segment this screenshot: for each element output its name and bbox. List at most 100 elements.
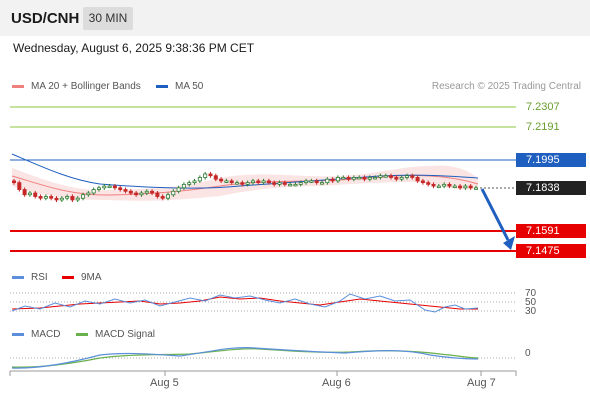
candle-body [394, 177, 399, 180]
candle-body [144, 190, 149, 194]
candle-body [235, 182, 240, 185]
candle-body [261, 180, 266, 184]
candle-body [203, 173, 208, 178]
candle-body [304, 180, 309, 184]
support-label-1: 7.1591 [516, 224, 586, 238]
last-price-label: 7.1838 [516, 181, 586, 195]
interval-button[interactable]: 30 MIN [83, 7, 133, 30]
legend-macd: MACD [12, 329, 60, 340]
candle-body [240, 182, 245, 185]
candle-body [181, 183, 186, 189]
candle-body [266, 180, 271, 184]
candle-body [458, 185, 463, 189]
candle-body [272, 182, 277, 185]
x-axis-label-aug5: Aug 5 [150, 377, 179, 389]
candle-body [452, 185, 457, 188]
rsi-tick-70: 70 [525, 288, 537, 299]
x-axis-label-aug7: Aug 7 [467, 377, 496, 389]
candle-body [224, 180, 229, 183]
rsi-line [11, 293, 479, 313]
candle-body [75, 197, 80, 201]
rsi-ma-swatch [62, 276, 74, 279]
macd-signal-swatch [76, 333, 88, 336]
candle-body [298, 182, 303, 185]
candle-body [96, 187, 101, 190]
candle-body [431, 183, 436, 187]
macd-signal-line [11, 348, 479, 368]
candle-body [155, 192, 160, 197]
candle-body [38, 196, 43, 199]
candle-body [128, 190, 133, 194]
forecast-arrow-shaft [480, 188, 510, 241]
candle-body [436, 185, 441, 188]
macd-swatch [12, 333, 24, 336]
candle-body [330, 178, 335, 182]
candle-body [410, 175, 415, 178]
macd-line [11, 347, 479, 369]
candle-body [197, 177, 202, 182]
candle-body [426, 182, 431, 185]
rsi-ma-line [11, 296, 478, 310]
candle-body [229, 180, 234, 184]
rsi-swatch [12, 276, 24, 279]
candle-body [314, 180, 319, 184]
candle-body [319, 182, 324, 185]
candle-body [213, 175, 218, 180]
candle-body [102, 185, 107, 189]
candle-body [404, 175, 409, 178]
legend-ma50-label: MA 50 [175, 81, 204, 92]
candle-body [70, 196, 75, 201]
candle-body [383, 175, 388, 178]
candle-body [325, 178, 330, 184]
candle-body [65, 196, 70, 199]
candle-body [219, 178, 224, 182]
candle-body [277, 182, 282, 185]
candle-body [463, 185, 468, 189]
candle-body [123, 189, 128, 192]
candle-body [389, 175, 394, 178]
candle-body [171, 190, 176, 196]
ma20-swatch [12, 85, 24, 88]
candle-body [378, 175, 383, 178]
candle-body [208, 173, 213, 177]
ma50-swatch [156, 85, 168, 88]
candle-body [293, 183, 298, 187]
candle-body [362, 177, 367, 180]
symbol-title: USD/CNH [11, 10, 80, 27]
candle-body [245, 182, 250, 185]
candle-body [468, 185, 473, 189]
candle-body [17, 182, 22, 190]
candle-body [176, 187, 181, 192]
x-axis-label-aug6: Aug 6 [322, 377, 351, 389]
candle-body [86, 192, 91, 196]
rsi-tick-30: 30 [525, 306, 537, 317]
candle-body [373, 177, 378, 180]
candle-body [415, 177, 420, 182]
candle-body [250, 180, 255, 184]
candle-body [309, 180, 314, 183]
candle-body [187, 182, 192, 185]
candle-body [256, 180, 261, 184]
timestamp: Wednesday, August 6, 2025 9:38:36 PM CET [13, 41, 255, 55]
candle-body [346, 177, 351, 180]
rsi-tick-50: 50 [525, 297, 537, 308]
legend-rsi: RSI [12, 272, 48, 283]
candle-body [288, 183, 293, 187]
candle-body [11, 180, 16, 184]
ma50-line [11, 153, 479, 189]
legend-macd-signal: MACD Signal [76, 329, 155, 340]
candle-body [112, 185, 117, 189]
candle-body [165, 194, 170, 199]
research-credit: Research © 2025 Trading Central [431, 81, 581, 92]
forecast-arrow-head [503, 236, 515, 250]
candle-body [118, 187, 123, 190]
candle-body [447, 183, 452, 187]
candle-body [150, 190, 155, 194]
legend-rsi-ma-label: 9MA [81, 272, 102, 283]
candle-body [54, 197, 59, 201]
legend-macd-label: MACD [31, 329, 61, 340]
candle-body [22, 189, 27, 196]
candle-body [43, 196, 48, 199]
candle-body [49, 196, 54, 199]
